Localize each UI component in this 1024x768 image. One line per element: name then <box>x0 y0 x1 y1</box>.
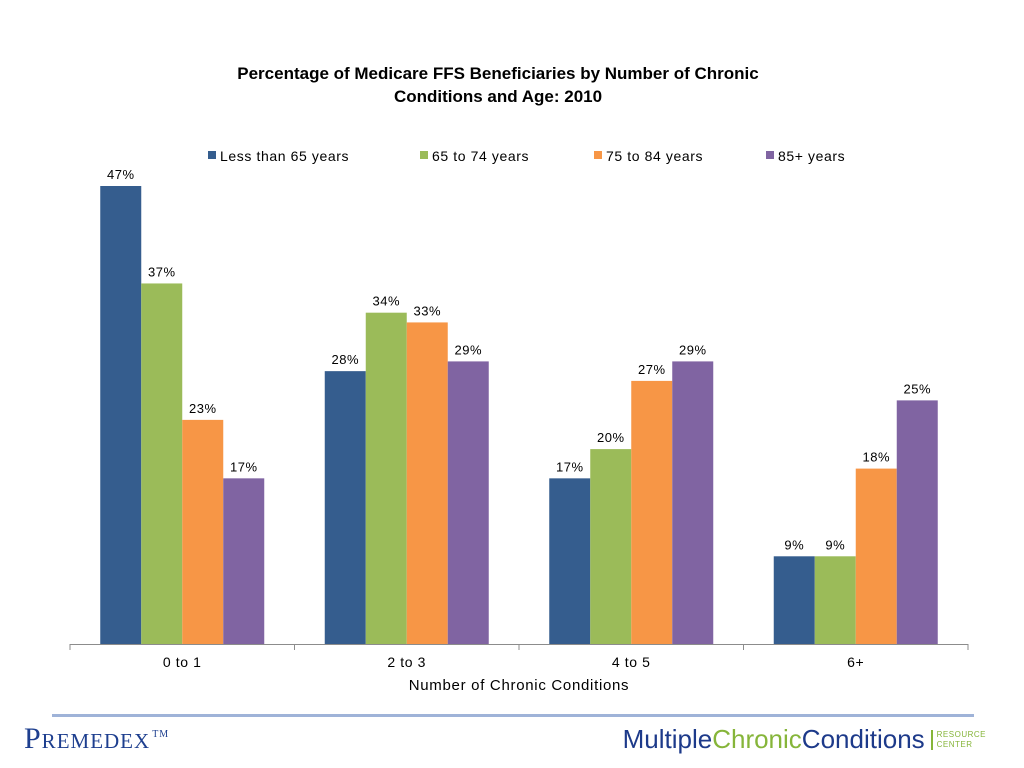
bar <box>447 361 489 644</box>
x-axis-title: Number of Chronic Conditions <box>409 677 630 694</box>
bar <box>549 478 591 644</box>
premedex-logo-text: Premedex <box>24 722 151 755</box>
data-label: 25% <box>903 381 931 396</box>
chart-x-axis: 0 to 1 2 to 3 4 to 5 6+ Number of Chronic Co… <box>69 644 969 694</box>
chart-bars <box>100 186 938 644</box>
data-label: 47% <box>107 167 135 182</box>
chart: Percentage of Medicare FFS Beneficiaries… <box>69 64 969 694</box>
footer-divider <box>52 714 974 717</box>
data-label: 18% <box>862 450 890 465</box>
bar <box>223 478 265 644</box>
data-label: 29% <box>454 342 482 357</box>
chart-legend: Less than 65 years 65 to 74 years 75 to 84… <box>208 148 845 164</box>
legend-label: 65 to 74 years <box>432 148 529 164</box>
bar <box>324 371 366 644</box>
data-label: 28% <box>331 352 359 367</box>
premedex-logo: Premedex TM <box>24 722 169 756</box>
chart-title: Percentage of Medicare FFS Beneficiaries… <box>237 64 758 106</box>
trademark-mark: TM <box>152 729 170 740</box>
legend-label: 85+ years <box>778 148 845 164</box>
bar <box>773 556 815 644</box>
bar <box>365 312 407 644</box>
legend-swatch <box>208 151 216 159</box>
data-label: 20% <box>597 430 625 445</box>
legend-swatch <box>420 151 428 159</box>
mcc-logo-multiple: Multiple <box>622 724 713 754</box>
data-label: 33% <box>413 303 441 318</box>
bar <box>855 468 897 644</box>
bar <box>814 556 856 644</box>
legend-label: 75 to 84 years <box>606 148 703 164</box>
bar <box>182 419 224 644</box>
chart-data-labels: 47% 37% 23% 17% 28% 34% 33% 29% 17% 20% 27% 29% 9% 9%… <box>107 167 931 552</box>
legend-swatch <box>594 151 602 159</box>
x-tick-label: 6+ <box>847 654 864 670</box>
bar <box>672 361 714 644</box>
mcc-logo-chronic: Chronic <box>712 724 802 754</box>
bar <box>406 322 448 644</box>
data-label: 9% <box>784 537 804 552</box>
data-label: 34% <box>372 294 400 309</box>
data-label: 17% <box>556 459 584 474</box>
data-label: 9% <box>825 537 845 552</box>
bar <box>100 186 142 644</box>
bar <box>141 283 183 644</box>
x-tick-label: 2 to 3 <box>387 654 426 670</box>
data-label: 37% <box>148 264 176 279</box>
bar <box>896 400 938 644</box>
x-tick-label: 0 to 1 <box>163 654 202 670</box>
mcc-logo-center: CENTER <box>936 739 973 749</box>
data-label: 23% <box>189 401 217 416</box>
bar <box>590 449 632 644</box>
legend-label: Less than 65 years <box>220 148 349 164</box>
chart-title-line: Percentage of Medicare FFS Beneficiaries… <box>237 64 758 83</box>
data-label: 27% <box>638 362 666 377</box>
mcc-logo-conditions: Conditions <box>801 724 925 754</box>
chart-title-line: Conditions and Age: 2010 <box>394 87 602 106</box>
data-label: 17% <box>230 459 258 474</box>
x-tick-label: 4 to 5 <box>612 654 651 670</box>
mcc-logo-resource: RESOURCE <box>936 729 986 739</box>
bar <box>631 380 673 644</box>
data-label: 29% <box>679 342 707 357</box>
mcc-logo: Multiple Chronic Conditions RESOURCE CENTE… <box>623 724 986 755</box>
legend-swatch <box>766 151 774 159</box>
mcc-logo-resource-center: RESOURCE CENTER <box>930 729 986 750</box>
